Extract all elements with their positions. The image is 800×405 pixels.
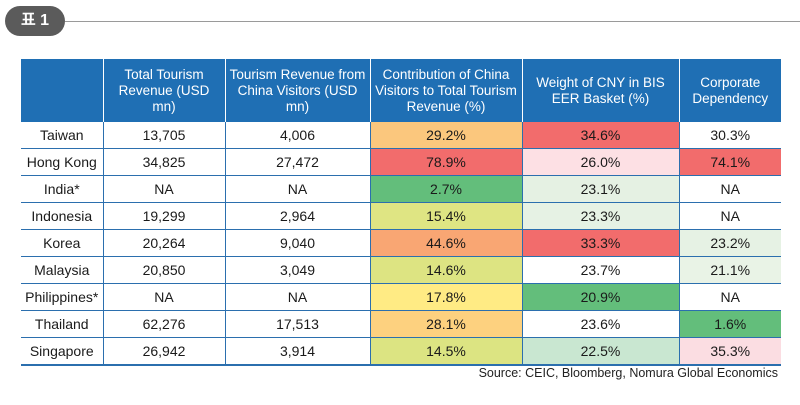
tourism-table: Total Tourism Revenue (USD mn) Tourism R… [21, 59, 781, 366]
header-china-revenue: Tourism Revenue from China Visitors (USD… [224, 59, 370, 122]
cell-country: Hong Kong [21, 148, 103, 176]
cell-contribution: 14.6% [369, 256, 522, 284]
cell-country: Taiwan [39, 127, 84, 143]
table-row: Taiwan 13,705 4,006 29.2% 34.6% 30.3% [21, 122, 781, 149]
cell-contribution: 78.9% [369, 148, 522, 176]
cell-weight: 23.1% [521, 175, 679, 203]
cell-weight: 23.3% [521, 202, 679, 230]
header-contribution: Contribution of China Visitors to Total … [369, 59, 522, 122]
cell-corporate: 1.6% [678, 310, 781, 338]
cell-total: 26,942 [102, 337, 225, 365]
cell-weight: 20.9% [521, 283, 679, 311]
cell-corporate: 35.3% [678, 337, 781, 365]
cell-total: 19,299 [102, 202, 225, 230]
table-row: Korea 20,264 9,040 44.6% 33.3% 23.2% [21, 229, 781, 257]
cell-weight: 26.0% [521, 148, 679, 176]
table-row: Singapore 26,942 3,914 14.5% 22.5% 35.3% [21, 337, 781, 365]
cell-china: 9,040 [224, 229, 370, 257]
cell-total: NA [102, 283, 225, 311]
header-corner [21, 59, 103, 122]
cell-corporate: 74.1% [678, 148, 781, 176]
cell-country: Korea [21, 229, 103, 257]
cell-country: Malaysia [21, 256, 103, 284]
cell-weight: 33.3% [521, 229, 679, 257]
cell-weight: 34.6% [521, 122, 679, 149]
header-corporate-dependency: Corporate Dependency [678, 59, 781, 122]
table-row: Hong Kong 34,825 27,472 78.9% 26.0% 74.1% [21, 148, 781, 176]
cell-country: Singapore [21, 337, 103, 365]
cell-china: 17,513 [224, 310, 370, 338]
cell-country: Indonesia [21, 202, 103, 230]
cell-corporate: 30.3% [678, 122, 781, 149]
cell-contribution: 17.8% [369, 283, 522, 311]
cell-weight: 23.7% [521, 256, 679, 284]
cell-contribution: 2.7% [369, 175, 522, 203]
table-row: Thailand 62,276 17,513 28.1% 23.6% 1.6% [21, 310, 781, 338]
cell-corporate: NA [678, 283, 781, 311]
table-row: Indonesia 19,299 2,964 15.4% 23.3% NA [21, 202, 781, 230]
cell-contribution: 14.5% [369, 337, 522, 365]
cell-total: NA [102, 175, 225, 203]
cell-china: NA [224, 175, 370, 203]
cell-weight: 23.6% [521, 310, 679, 338]
cell-total: 34,825 [102, 148, 225, 176]
cell-contribution: 15.4% [369, 202, 522, 230]
source-note: Source: CEIC, Bloomberg, Nomura Global E… [478, 366, 778, 380]
cell-corporate: NA [678, 175, 781, 203]
header-total-revenue: Total Tourism Revenue (USD mn) [102, 59, 225, 122]
cell-corporate: 21.1% [678, 256, 781, 284]
header-cny-weight: Weight of CNY in BIS EER Basket (%) [521, 59, 679, 122]
cell-total: 62,276 [102, 310, 225, 338]
table-row: Malaysia 20,850 3,049 14.6% 23.7% 21.1% [21, 256, 781, 284]
cell-country: India* [21, 175, 103, 203]
divider [65, 21, 800, 22]
cell-china: NA [224, 283, 370, 311]
cell-weight: 22.5% [521, 337, 679, 365]
table-label: 표 1 [5, 6, 65, 36]
cell-corporate: 23.2% [678, 229, 781, 257]
cell-total: 20,264 [102, 229, 225, 257]
cell-country: Philippines* [21, 283, 103, 311]
header-row: Total Tourism Revenue (USD mn) Tourism R… [21, 59, 781, 122]
cell-corporate: NA [678, 202, 781, 230]
cell-contribution: 28.1% [369, 310, 522, 338]
cell-contribution: 44.6% [369, 229, 522, 257]
cell-total: 13,705 [102, 122, 225, 149]
cell-contribution: 29.2% [369, 122, 522, 149]
table-row: Philippines* NA NA 17.8% 20.9% NA [21, 283, 781, 311]
cell-china: 3,049 [224, 256, 370, 284]
cell-china: 3,914 [224, 337, 370, 365]
cell-china: 2,964 [224, 202, 370, 230]
cell-country: Thailand [21, 310, 103, 338]
cell-total: 20,850 [102, 256, 225, 284]
table-row: India* NA NA 2.7% 23.1% NA [21, 175, 781, 203]
cell-china: 4,006 [224, 122, 370, 149]
cell-china: 27,472 [224, 148, 370, 176]
